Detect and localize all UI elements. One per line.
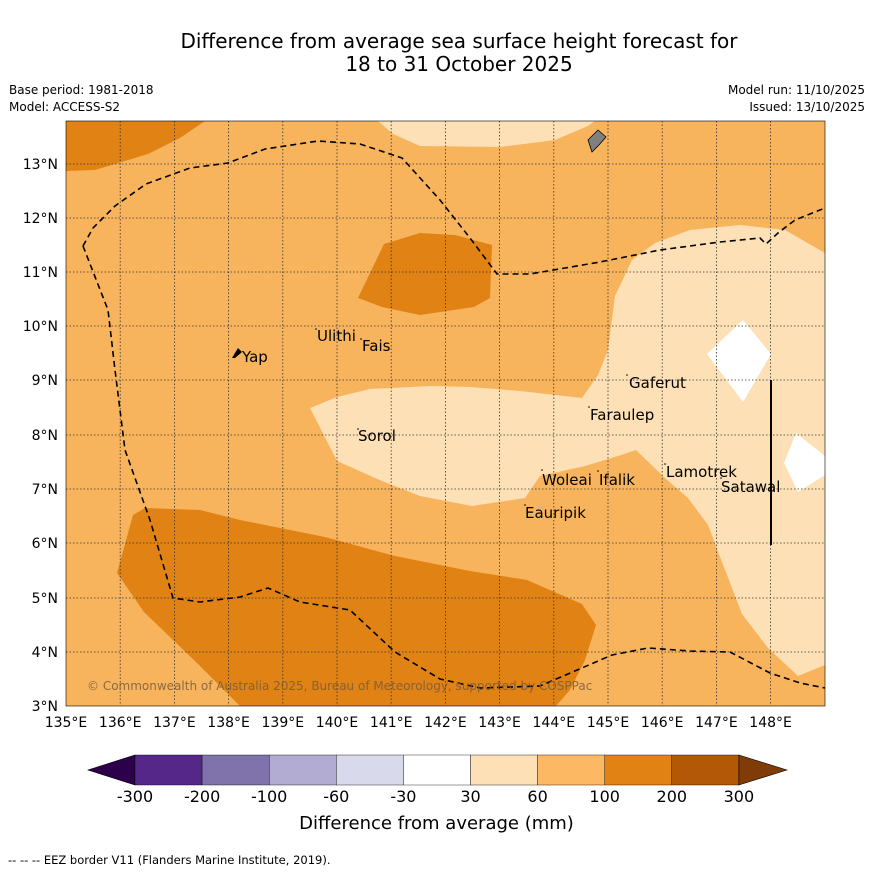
place-labels: Yap Ulithi Fais Gaferut Faraulep Sorol L…	[241, 327, 780, 522]
marker-lamotrek	[664, 463, 666, 465]
lat-label: 10°N	[23, 319, 58, 335]
lon-label: 138°E	[207, 715, 250, 731]
anomaly-100-200-central	[358, 233, 492, 315]
colorbar-tick-label: -60	[323, 787, 350, 806]
colorbar-extend-high	[738, 754, 788, 786]
lon-label: 141°E	[370, 715, 413, 731]
lat-label: 8°N	[32, 428, 58, 444]
place-eauripik: Eauripik	[525, 504, 586, 522]
colorbar-tick-label: -300	[116, 787, 154, 806]
colorbar-tick-label: -200	[183, 787, 221, 806]
lon-label: 146°E	[641, 715, 684, 731]
colorbar-tick-label: 30	[460, 787, 481, 806]
eez-border	[82, 140, 826, 275]
marker-faraulep	[588, 406, 590, 408]
lat-label: 3°N	[32, 699, 58, 715]
colorbar	[87, 754, 788, 786]
place-sorol: Sorol	[358, 427, 396, 445]
marker-fais	[360, 338, 362, 340]
anomaly-neutral-diamond	[707, 320, 771, 402]
colorbar-swatch	[201, 754, 270, 786]
eez-border-west	[82, 245, 826, 689]
colorbar-tick-label: 60	[527, 787, 548, 806]
map-fill-layer	[66, 121, 825, 706]
lat-label: 11°N	[23, 265, 58, 281]
marker-ulithi	[315, 328, 317, 330]
lat-label: 9°N	[32, 373, 58, 389]
lat-label: 4°N	[32, 645, 58, 661]
place-ulithi: Ulithi	[317, 327, 356, 345]
marker-eauripik	[524, 504, 526, 506]
lat-label: 5°N	[32, 591, 58, 607]
anomaly-30-60-central-east	[310, 225, 825, 676]
lat-label: 6°N	[32, 536, 58, 552]
lat-label: 12°N	[23, 211, 58, 227]
marker-ifalik	[597, 470, 599, 472]
map-frame	[65, 120, 826, 707]
colorbar-swatch	[537, 754, 605, 786]
colorbar-swatch	[671, 754, 740, 786]
marker-satawal	[720, 477, 722, 479]
colorbar-title: Difference from average (mm)	[299, 813, 574, 834]
issued-date: Issued: 13/10/2025	[749, 100, 865, 114]
anomaly-neutral-east-edge	[784, 433, 825, 492]
lon-label: 144°E	[533, 715, 576, 731]
colorbar-swatch	[336, 754, 404, 786]
place-satawal: Satawal	[721, 478, 780, 496]
chart-title-line2: 18 to 31 October 2025	[345, 52, 573, 76]
place-yap: Yap	[241, 348, 268, 366]
anomaly-100-200-northwest	[66, 121, 205, 171]
lon-label: 137°E	[153, 715, 196, 731]
model-run: Model run: 11/10/2025	[727, 83, 865, 97]
colorbar-swatch	[269, 754, 337, 786]
lon-label: 139°E	[262, 715, 305, 731]
marker-gaferut	[626, 374, 628, 376]
lon-label: 142°E	[424, 715, 467, 731]
base-period: Base period: 1981-2018	[9, 83, 154, 97]
place-ifalik: Ifalik	[599, 471, 635, 489]
lat-label: 13°N	[23, 157, 58, 173]
copyright-notice: © Commonwealth of Australia 2025, Bureau…	[87, 679, 592, 693]
yap-island	[232, 348, 242, 358]
place-woleai: Woleai	[542, 471, 592, 489]
marker-woleai	[541, 469, 543, 471]
anomaly-30-60-north	[378, 121, 595, 147]
place-faraulep: Faraulep	[590, 406, 654, 424]
lon-label: 148°E	[749, 715, 792, 731]
lon-label: 143°E	[478, 715, 521, 731]
place-lamotrek: Lamotrek	[666, 463, 737, 481]
colorbar-tick-label: 300	[723, 787, 755, 806]
lon-label: 136°E	[99, 715, 142, 731]
colorbar-swatch	[470, 754, 538, 786]
lat-label: 7°N	[32, 482, 58, 498]
colorbar-tick-label: -100	[251, 787, 288, 806]
colorbar-swatch	[604, 754, 673, 786]
lon-label: 145°E	[587, 715, 630, 731]
colorbar-tick-label: 100	[589, 787, 620, 806]
model-name: Model: ACCESS-S2	[9, 100, 121, 114]
eez-footnote: -- -- -- EEZ border V11 (Flanders Marine…	[8, 853, 331, 867]
lon-label: 140°E	[316, 715, 359, 731]
colorbar-tick-label: -30	[390, 787, 417, 806]
colorbar-swatch	[134, 754, 203, 786]
lon-label: 135°E	[45, 715, 88, 731]
marker-sorol	[357, 428, 359, 430]
anomaly-100-200-southwest	[117, 508, 596, 706]
axis-labels: 135°E 136°E 137°E 138°E 139°E 140°E 141°E 142°E…	[23, 157, 792, 731]
guam-island	[587, 129, 607, 153]
place-fais: Fais	[362, 337, 391, 355]
place-markers	[315, 328, 722, 506]
chart-title-line1: Difference from average sea surface heig…	[180, 29, 738, 53]
lon-label: 147°E	[695, 715, 738, 731]
place-gaferut: Gaferut	[629, 374, 686, 392]
colorbar-tick-label: 200	[656, 787, 688, 806]
colorbar-extend-low	[87, 754, 136, 786]
map-figure: 135°E 136°E 137°E 138°E 139°E 140°E 141°E 142°E…	[23, 120, 826, 731]
colorbar-swatch	[403, 754, 471, 786]
